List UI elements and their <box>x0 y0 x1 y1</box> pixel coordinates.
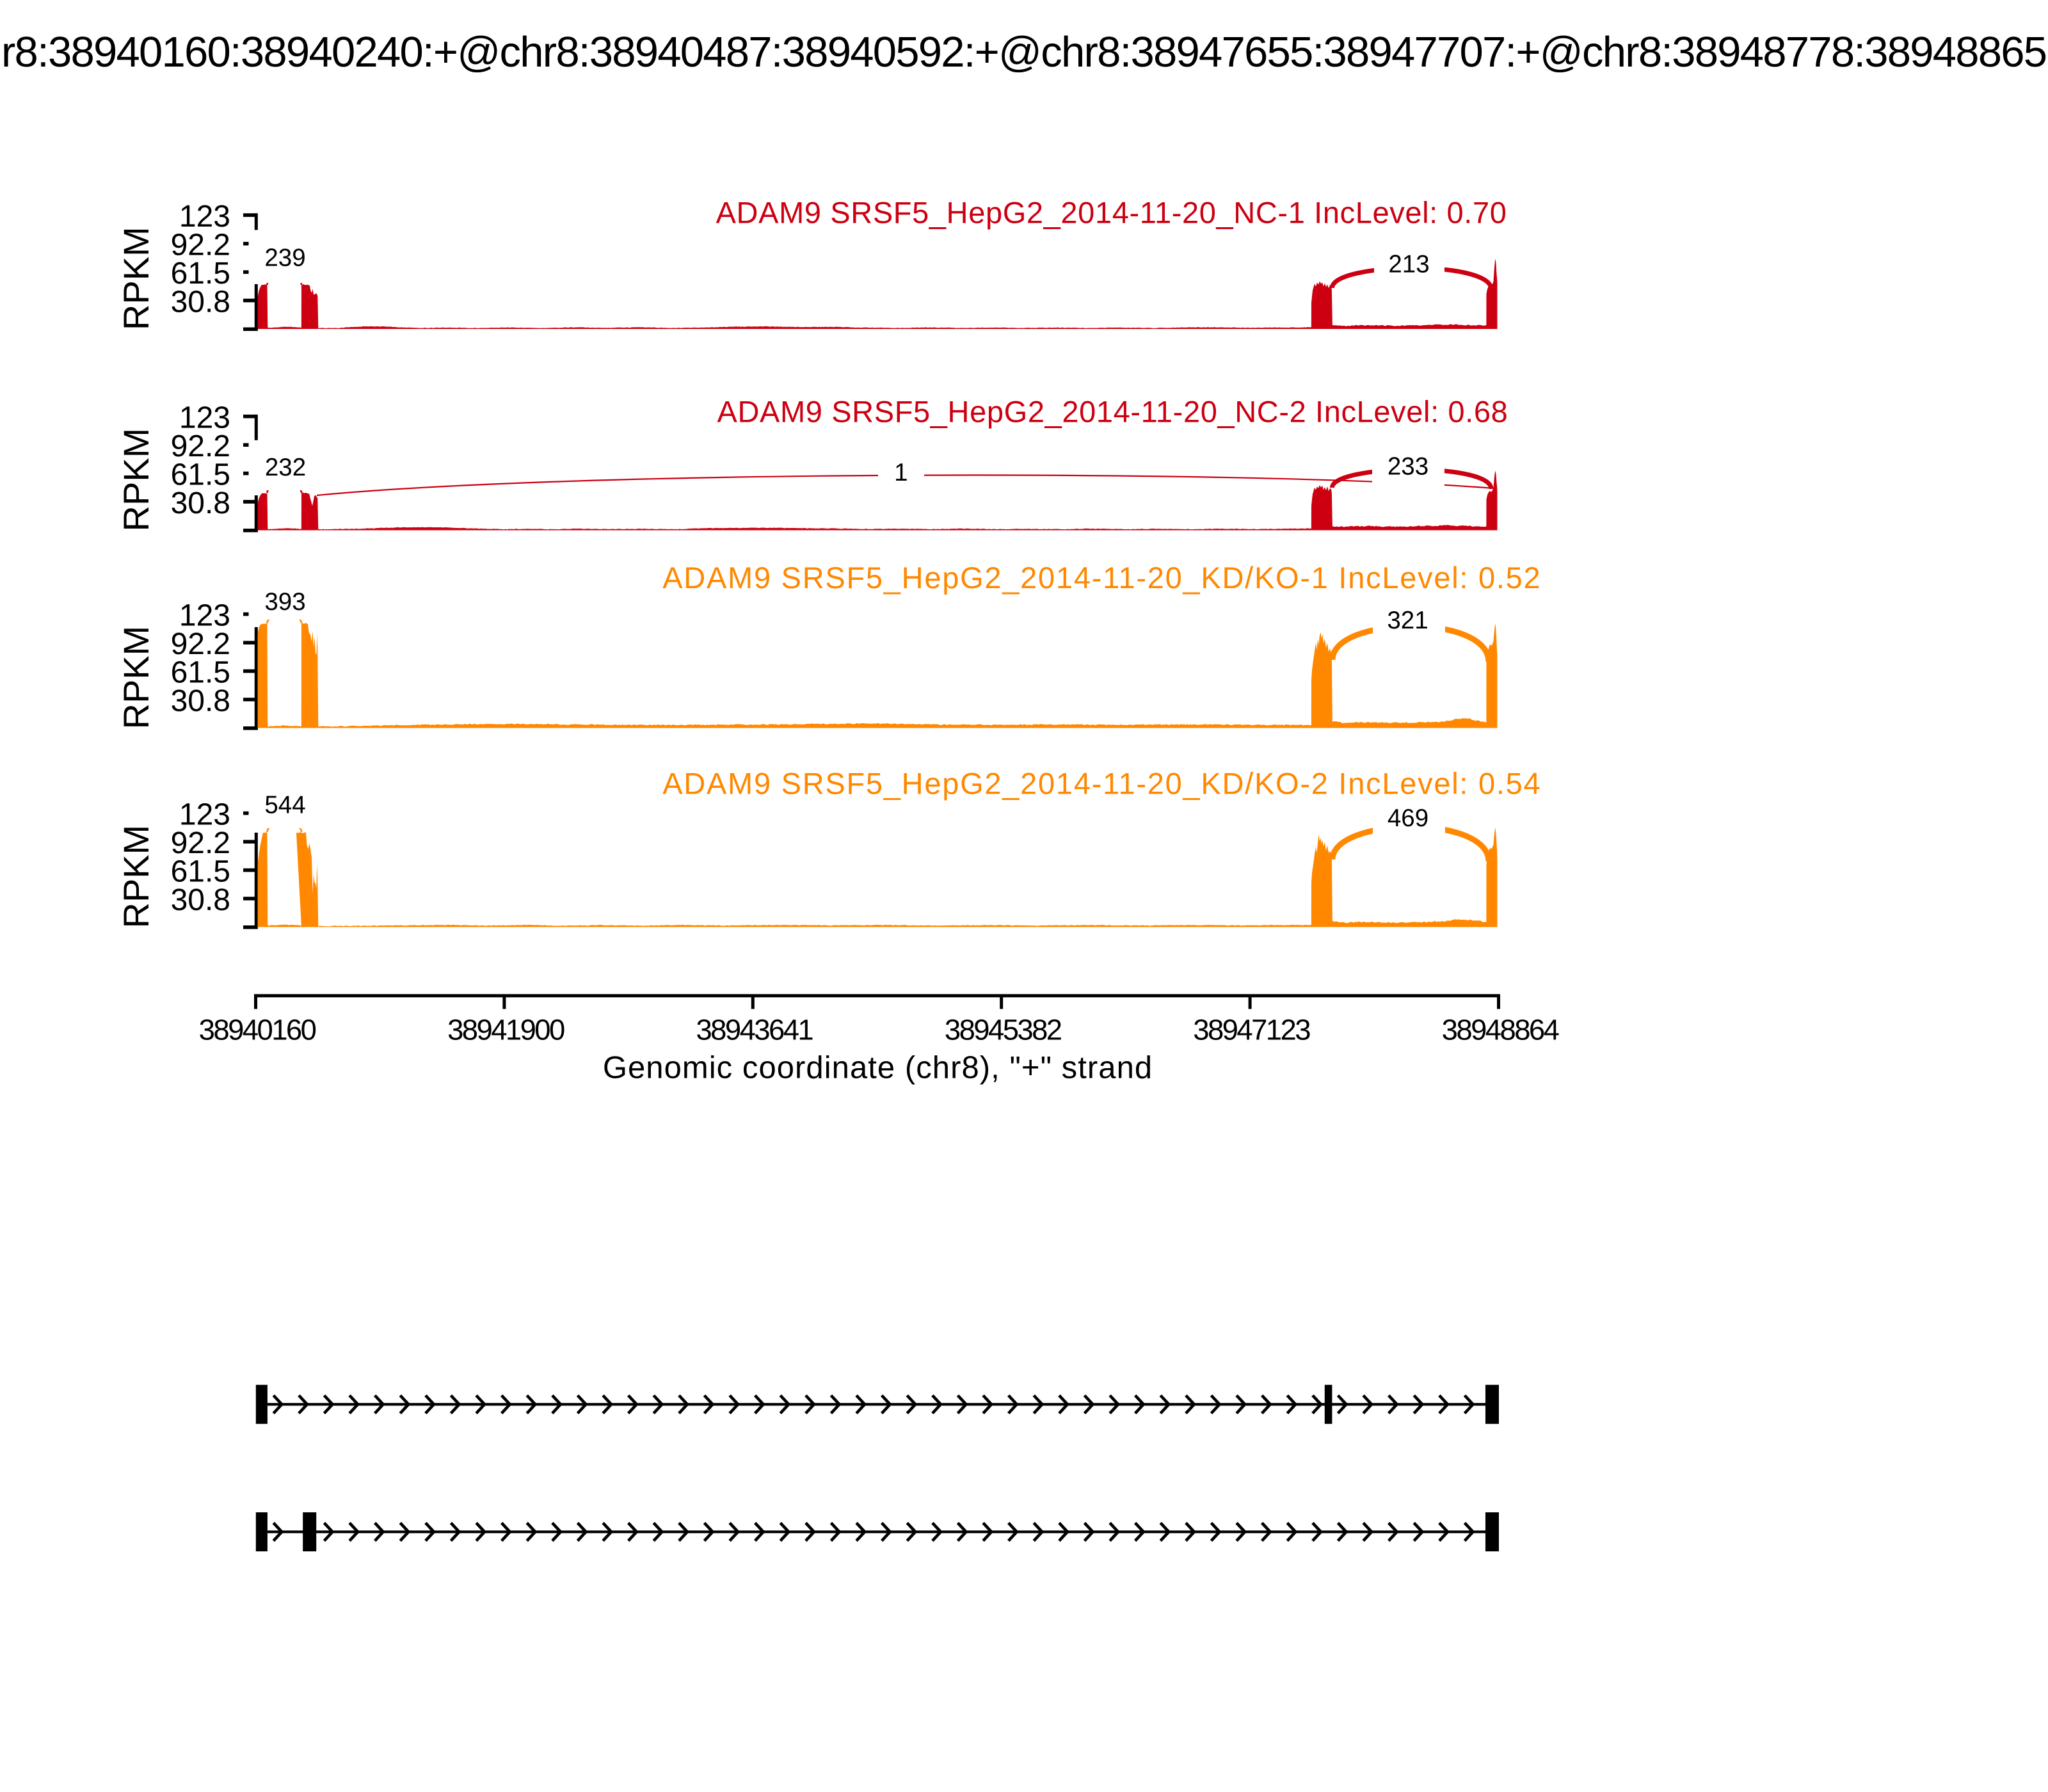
svg-text:Genomic coordinate (chr8), "+": Genomic coordinate (chr8), "+" strand <box>603 1051 1153 1085</box>
svg-text:213: 213 <box>1388 250 1429 278</box>
svg-text:38940160: 38940160 <box>199 1014 316 1046</box>
svg-text:ADAM9 SRSF5_HepG2_2014-11-20_N: ADAM9 SRSF5_HepG2_2014-11-20_NC-1 IncLev… <box>716 196 1507 230</box>
svg-text:92.2: 92.2 <box>171 429 230 463</box>
svg-text:38947123: 38947123 <box>1193 1014 1310 1046</box>
svg-text:61.5: 61.5 <box>171 656 230 690</box>
svg-text:469: 469 <box>1388 804 1428 832</box>
svg-text:123: 123 <box>179 401 230 435</box>
svg-text:61.5: 61.5 <box>171 257 230 291</box>
svg-text:123: 123 <box>179 798 230 832</box>
svg-text:61.5: 61.5 <box>171 855 230 889</box>
svg-text:30.8: 30.8 <box>171 285 230 319</box>
svg-text:30.8: 30.8 <box>171 684 230 718</box>
svg-text:123: 123 <box>179 599 230 633</box>
svg-text:61.5: 61.5 <box>171 458 230 492</box>
svg-text:30.8: 30.8 <box>171 486 230 520</box>
svg-text:38943641: 38943641 <box>696 1014 813 1046</box>
svg-text:RPKM: RPKM <box>116 626 156 730</box>
svg-text:38948864: 38948864 <box>1442 1014 1559 1046</box>
svg-text:123: 123 <box>179 200 230 234</box>
svg-text:38945382: 38945382 <box>945 1014 1062 1046</box>
svg-text:92.2: 92.2 <box>171 228 230 262</box>
svg-text:393: 393 <box>264 588 305 616</box>
svg-text:38941900: 38941900 <box>447 1014 564 1046</box>
svg-text:239: 239 <box>264 244 305 271</box>
svg-text:r8:38940160:38940240:+@chr8:38: r8:38940160:38940240:+@chr8:38940487:389… <box>1 28 2046 76</box>
svg-text:RPKM: RPKM <box>116 227 156 330</box>
svg-text:ADAM9 SRSF5_HepG2_2014-11-20_K: ADAM9 SRSF5_HepG2_2014-11-20_KD/KO-2 Inc… <box>662 767 1541 801</box>
svg-text:92.2: 92.2 <box>171 826 230 860</box>
svg-text:1: 1 <box>894 459 908 486</box>
svg-text:RPKM: RPKM <box>116 825 156 929</box>
svg-text:ADAM9 SRSF5_HepG2_2014-11-20_K: ADAM9 SRSF5_HepG2_2014-11-20_KD/KO-1 Inc… <box>662 561 1541 595</box>
svg-text:233: 233 <box>1388 453 1428 481</box>
svg-text:ADAM9 SRSF5_HepG2_2014-11-20_N: ADAM9 SRSF5_HepG2_2014-11-20_NC-2 IncLev… <box>717 395 1508 429</box>
svg-text:30.8: 30.8 <box>171 883 230 917</box>
svg-text:544: 544 <box>264 792 305 819</box>
svg-text:92.2: 92.2 <box>171 627 230 661</box>
svg-text:321: 321 <box>1387 607 1428 634</box>
svg-text:232: 232 <box>265 454 306 481</box>
svg-text:RPKM: RPKM <box>116 428 156 532</box>
